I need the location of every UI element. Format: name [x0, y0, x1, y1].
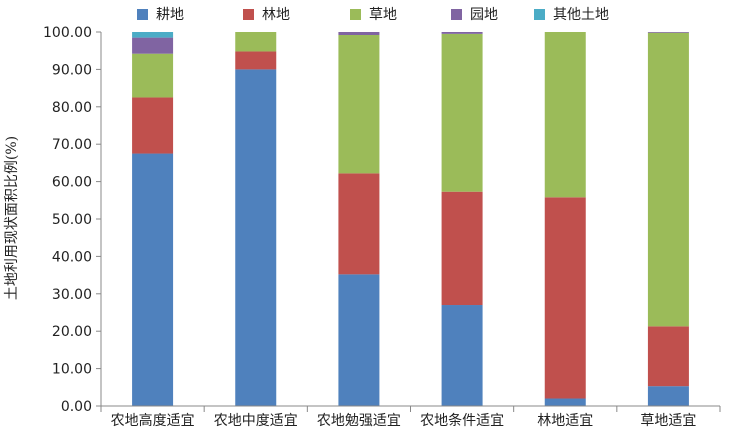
- legend-label: 其他土地: [553, 7, 609, 23]
- x-tick-label: 农地高度适宜: [111, 412, 195, 429]
- legend-swatch: [451, 8, 462, 20]
- x-tick-label: 农地勉强适宜: [317, 413, 401, 429]
- y-tick-label: 20.00: [52, 324, 92, 340]
- x-tick-label: 林地适宜: [537, 413, 593, 429]
- bar-segment: [132, 53, 174, 98]
- y-tick-label: 30.00: [52, 287, 92, 303]
- bar-segment: [132, 32, 174, 38]
- bar-segment: [441, 32, 483, 34]
- y-tick-label: 80.00: [52, 100, 92, 116]
- bar-segment: [132, 153, 174, 406]
- legend-item: 园地: [451, 4, 498, 24]
- legend-item: 耕地: [137, 4, 184, 24]
- legend-item: 其他土地: [534, 4, 609, 24]
- bar-segment: [441, 305, 483, 406]
- bar-segment: [441, 191, 483, 306]
- x-tick-label: 农地条件适宜: [420, 412, 504, 429]
- legend-swatch: [534, 8, 545, 20]
- y-tick-label: 10.00: [52, 362, 92, 378]
- x-tick-label: 农地中度适宜: [214, 413, 298, 429]
- y-tick-label: 70.00: [52, 137, 92, 153]
- bar-segment: [338, 274, 380, 406]
- y-tick-label: 60.00: [52, 175, 92, 191]
- bar-segment: [544, 398, 586, 406]
- bar-segment: [132, 97, 174, 154]
- bar-segment: [647, 32, 689, 327]
- y-tick-label: 0.00: [61, 399, 92, 415]
- y-tick-label: 40.00: [52, 249, 92, 265]
- legend-item: 草地: [350, 4, 397, 24]
- bar-segment: [647, 32, 689, 33]
- y-tick-label: 50.00: [52, 212, 92, 228]
- bar-segment: [338, 34, 380, 174]
- bar-segment: [441, 33, 483, 192]
- bar-segment: [338, 173, 380, 275]
- bar-segment: [544, 32, 586, 198]
- bar-segment: [235, 69, 277, 407]
- bar-segment: [235, 51, 277, 70]
- legend-swatch: [350, 8, 361, 20]
- bar-segment: [647, 326, 689, 387]
- legend-swatch: [137, 8, 148, 20]
- bar-segment: [235, 32, 277, 52]
- legend-swatch: [243, 8, 254, 20]
- chart-legend: 耕地 林地 草地 园地 其他土地: [0, 4, 729, 26]
- legend-label: 林地: [262, 7, 290, 23]
- bar-segment: [338, 32, 380, 35]
- bar-segment: [544, 197, 586, 399]
- x-tick-label: 草地适宜: [640, 413, 696, 429]
- legend-label: 园地: [470, 7, 498, 23]
- y-tick-label: 90.00: [52, 62, 92, 78]
- legend-label: 耕地: [156, 7, 184, 23]
- bar-segment: [647, 386, 689, 406]
- bar-segment: [132, 37, 174, 54]
- legend-label: 草地: [369, 7, 397, 23]
- y-tick-label: 100.00: [43, 25, 92, 41]
- legend-item: 林地: [243, 4, 290, 24]
